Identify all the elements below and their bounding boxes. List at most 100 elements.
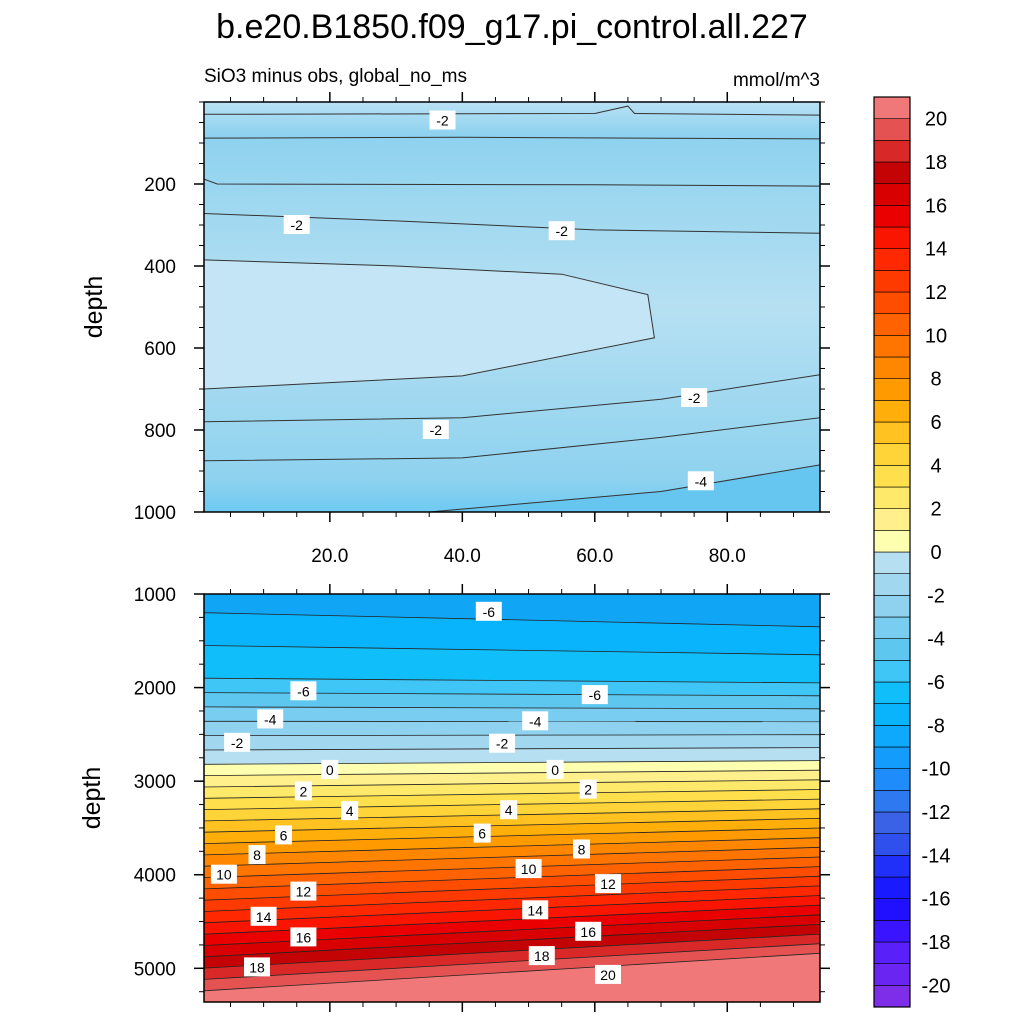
- colorbar-swatch: [873, 378, 911, 401]
- colorbar-swatch: [873, 660, 911, 683]
- colorbar-swatch: [873, 638, 911, 661]
- contour-label-text: 20: [600, 967, 616, 983]
- upper-inner-region: [204, 259, 655, 389]
- contour-label-text: -2: [555, 223, 568, 239]
- lower-isoline: [204, 895, 820, 924]
- colorbar-swatch: [873, 248, 911, 271]
- contour-label: 16: [290, 927, 317, 947]
- ytick-label: 600: [144, 339, 176, 360]
- contour-label-text: -4: [529, 713, 542, 729]
- colorbar-swatch: [873, 335, 911, 358]
- lower-isoline: [204, 818, 820, 833]
- contour-label-box: [687, 471, 714, 491]
- ytick-label: 1000: [134, 585, 176, 606]
- upper-isoline: [204, 105, 820, 116]
- colorbar-swatch: [873, 443, 911, 466]
- contour-label-box: [579, 779, 597, 799]
- contour-label-box: [573, 839, 590, 859]
- contour-label: 2: [294, 781, 312, 801]
- contour-label-text: -2: [496, 736, 509, 752]
- colorbar-swatch: [873, 790, 911, 813]
- contour-label-box: [294, 781, 312, 801]
- colorbar-swatch: [873, 746, 911, 769]
- contour-label-box: [257, 709, 284, 729]
- contour-label-box: [224, 732, 251, 752]
- colorbar-swatch: [873, 573, 911, 596]
- ytick-label: 4000: [134, 866, 176, 887]
- contour-label-box: [321, 759, 339, 779]
- colorbar-swatch: [873, 616, 911, 639]
- contour-label: -2: [283, 215, 310, 234]
- contour-label-text: -6: [483, 604, 496, 620]
- lower-isoline: [204, 760, 820, 765]
- lower-panel-frame: [203, 593, 821, 1003]
- contour-label-box: [595, 964, 621, 984]
- colorbar-swatch: [873, 725, 911, 748]
- colorbar-tick-label: -18: [922, 932, 951, 954]
- contour-label-box: [341, 801, 359, 821]
- contour-label-box: [244, 957, 270, 977]
- contour-label-text: 14: [256, 909, 272, 925]
- contour-label-text: 6: [280, 827, 288, 843]
- contour-label-box: [475, 601, 502, 621]
- contour-label-box: [522, 900, 549, 920]
- contour-label: -6: [290, 681, 317, 701]
- contour-label: 4: [500, 800, 518, 820]
- contour-label-box: [575, 921, 602, 941]
- contour-label: 8: [248, 845, 266, 865]
- lower-isoline: [204, 837, 820, 856]
- contour-label-box: [290, 927, 317, 947]
- contour-label-box: [429, 110, 456, 130]
- lower-isoline: [204, 885, 820, 912]
- contour-label: -2: [224, 732, 251, 752]
- contour-label: -4: [522, 711, 549, 731]
- contour-label-text: -2: [430, 422, 443, 438]
- upper-isoline: [204, 178, 820, 187]
- contour-label-box: [275, 825, 292, 845]
- colorbar-tick-label: -2: [927, 585, 945, 607]
- lower-isoline: [204, 943, 820, 980]
- lower-isoline: [204, 706, 820, 710]
- lower-top-region: [204, 594, 820, 627]
- colorbar-swatch: [873, 356, 911, 379]
- lower-isoline: [204, 933, 820, 969]
- colorbar-swatch: [873, 400, 911, 423]
- upper-isoline: [204, 259, 655, 390]
- contour-label-text: 16: [580, 924, 596, 940]
- ytick-label: 400: [144, 257, 176, 278]
- colorbar-tick-label: 2: [930, 499, 941, 521]
- contour-label-text: 6: [478, 826, 486, 842]
- contour-label-text: 18: [534, 948, 550, 964]
- contour-label-text: 2: [584, 782, 592, 798]
- contour-label-text: -2: [688, 390, 701, 406]
- contour-label: 14: [522, 900, 549, 920]
- colorbar-swatch: [873, 595, 911, 618]
- colorbar: 20181614121086420-2-4-6-8-10-12-14-16-18…: [873, 96, 951, 1008]
- contour-label: -2: [489, 733, 516, 753]
- contour-label-text: 10: [521, 861, 537, 877]
- contour-label: 4: [341, 801, 359, 821]
- ytick-label: 5000: [134, 959, 176, 980]
- colorbar-tick-label: -20: [922, 975, 951, 997]
- colorbar-tick-label: 4: [930, 455, 941, 477]
- ytick-label: 1000: [134, 503, 176, 524]
- colorbar-swatch: [873, 941, 911, 964]
- colorbar-swatch: [873, 681, 911, 704]
- colorbar-tick-label: -8: [927, 715, 945, 737]
- lower-isoline: [204, 769, 820, 776]
- contour-label: 10: [515, 859, 542, 879]
- colorbar-frame: [873, 96, 911, 1008]
- xtick-label: 60.0: [576, 546, 613, 567]
- chart-title: b.e20.B1850.f09_g17.pi_control.all.227: [216, 8, 808, 46]
- colorbar-tick-label: 12: [925, 282, 947, 304]
- lower-band: [204, 721, 820, 736]
- colorbar-tick-label: -14: [922, 845, 951, 867]
- colorbar-swatch: [873, 205, 911, 228]
- contour-label-text: 4: [346, 803, 354, 819]
- contour-label-box: [283, 215, 310, 234]
- colorbar-tick-label: -10: [922, 759, 951, 781]
- contour-label-box: [210, 864, 237, 884]
- contour-label: 6: [275, 825, 292, 845]
- contour-label-text: 12: [600, 876, 616, 892]
